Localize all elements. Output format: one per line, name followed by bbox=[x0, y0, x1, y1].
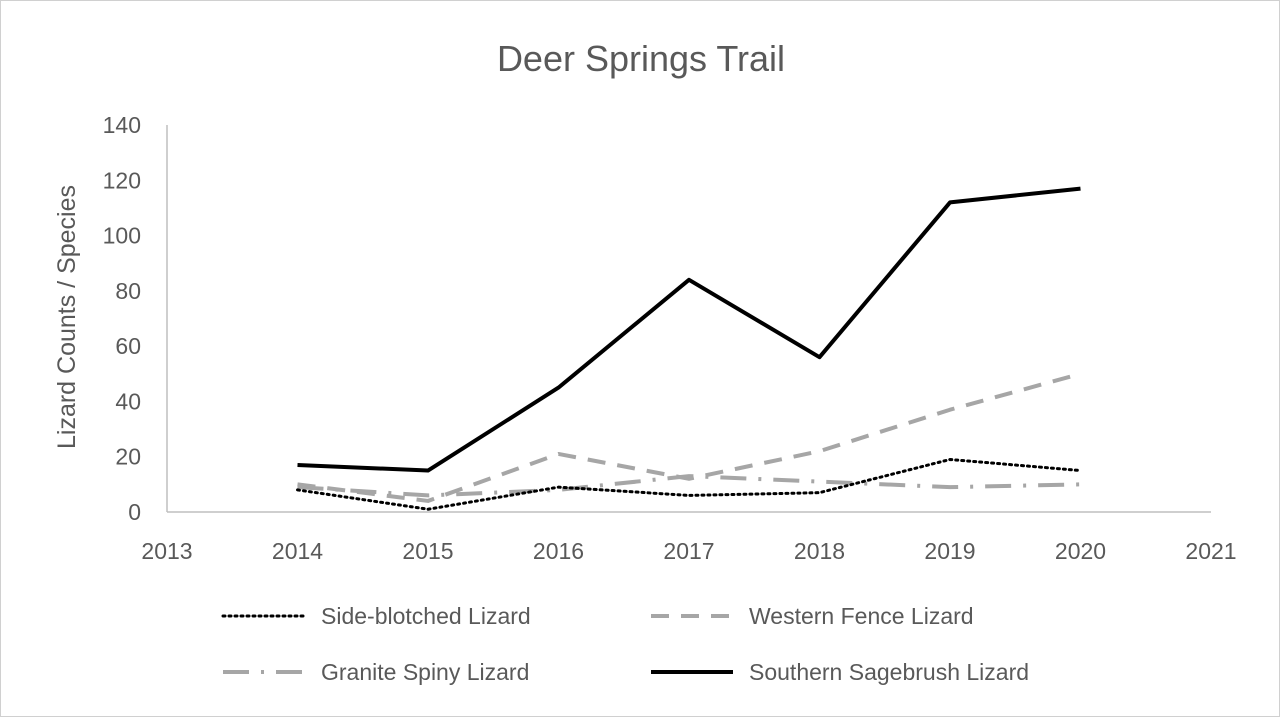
legend-label: Granite Spiny Lizard bbox=[321, 659, 529, 685]
x-tick-label: 2013 bbox=[141, 538, 192, 564]
y-tick-label: 40 bbox=[115, 388, 141, 414]
chart-title: Deer Springs Trail bbox=[497, 38, 785, 79]
series-line-side-blotched-lizard bbox=[296, 457, 1082, 511]
data-point bbox=[817, 449, 822, 454]
x-tick-label: 2016 bbox=[533, 538, 584, 564]
data-point bbox=[556, 485, 561, 490]
data-point bbox=[687, 474, 692, 479]
data-point bbox=[426, 493, 431, 498]
legend-label: Southern Sagebrush Lizard bbox=[749, 659, 1029, 685]
y-axis-label: Lizard Counts / Species bbox=[53, 185, 81, 449]
x-tick-label: 2014 bbox=[272, 538, 323, 564]
x-tick-label: 2021 bbox=[1185, 538, 1236, 564]
data-point bbox=[817, 355, 822, 360]
y-tick-label: 140 bbox=[103, 112, 141, 138]
data-point bbox=[556, 385, 561, 390]
x-tick-label: 2017 bbox=[663, 538, 714, 564]
data-point bbox=[556, 451, 561, 456]
y-tick-label: 60 bbox=[115, 333, 141, 359]
data-point bbox=[948, 407, 953, 412]
data-point bbox=[687, 493, 692, 498]
data-point bbox=[687, 277, 692, 282]
x-tick-label: 2015 bbox=[402, 538, 453, 564]
y-tick-label: 120 bbox=[103, 167, 141, 193]
data-point bbox=[295, 463, 300, 468]
x-tick-label: 2018 bbox=[794, 538, 845, 564]
y-tick-label: 100 bbox=[103, 223, 141, 249]
data-point bbox=[1078, 468, 1083, 473]
data-point bbox=[1078, 482, 1083, 487]
y-tick-label: 0 bbox=[128, 499, 141, 525]
data-point bbox=[426, 498, 431, 503]
legend-label: Side-blotched Lizard bbox=[321, 603, 531, 629]
data-point bbox=[817, 490, 822, 495]
data-point bbox=[817, 479, 822, 484]
y-tick-label: 20 bbox=[115, 444, 141, 470]
series-line-southern-sagebrush-lizard bbox=[297, 186, 1081, 473]
data-point bbox=[948, 457, 953, 462]
data-point bbox=[426, 468, 431, 473]
data-point bbox=[948, 200, 953, 205]
y-tick-label: 80 bbox=[115, 278, 141, 304]
data-point bbox=[426, 507, 431, 512]
data-point bbox=[1078, 186, 1083, 191]
plot-area: 0 20 40 60 80 100 120 140 2013 2014 2015 2016 2017 20… bbox=[103, 112, 1237, 564]
data-point bbox=[1078, 371, 1083, 376]
data-point bbox=[295, 487, 300, 492]
x-tick-label: 2019 bbox=[924, 538, 975, 564]
series-line-granite-spiny-lizard bbox=[297, 474, 1081, 498]
legend: Side-blotched Lizard Western Fence Lizard… bbox=[221, 603, 1029, 685]
data-point bbox=[948, 485, 953, 490]
series-line-western-fence-lizard bbox=[297, 371, 1082, 503]
legend-label: Western Fence Lizard bbox=[749, 603, 974, 629]
x-tick-label: 2020 bbox=[1055, 538, 1106, 564]
